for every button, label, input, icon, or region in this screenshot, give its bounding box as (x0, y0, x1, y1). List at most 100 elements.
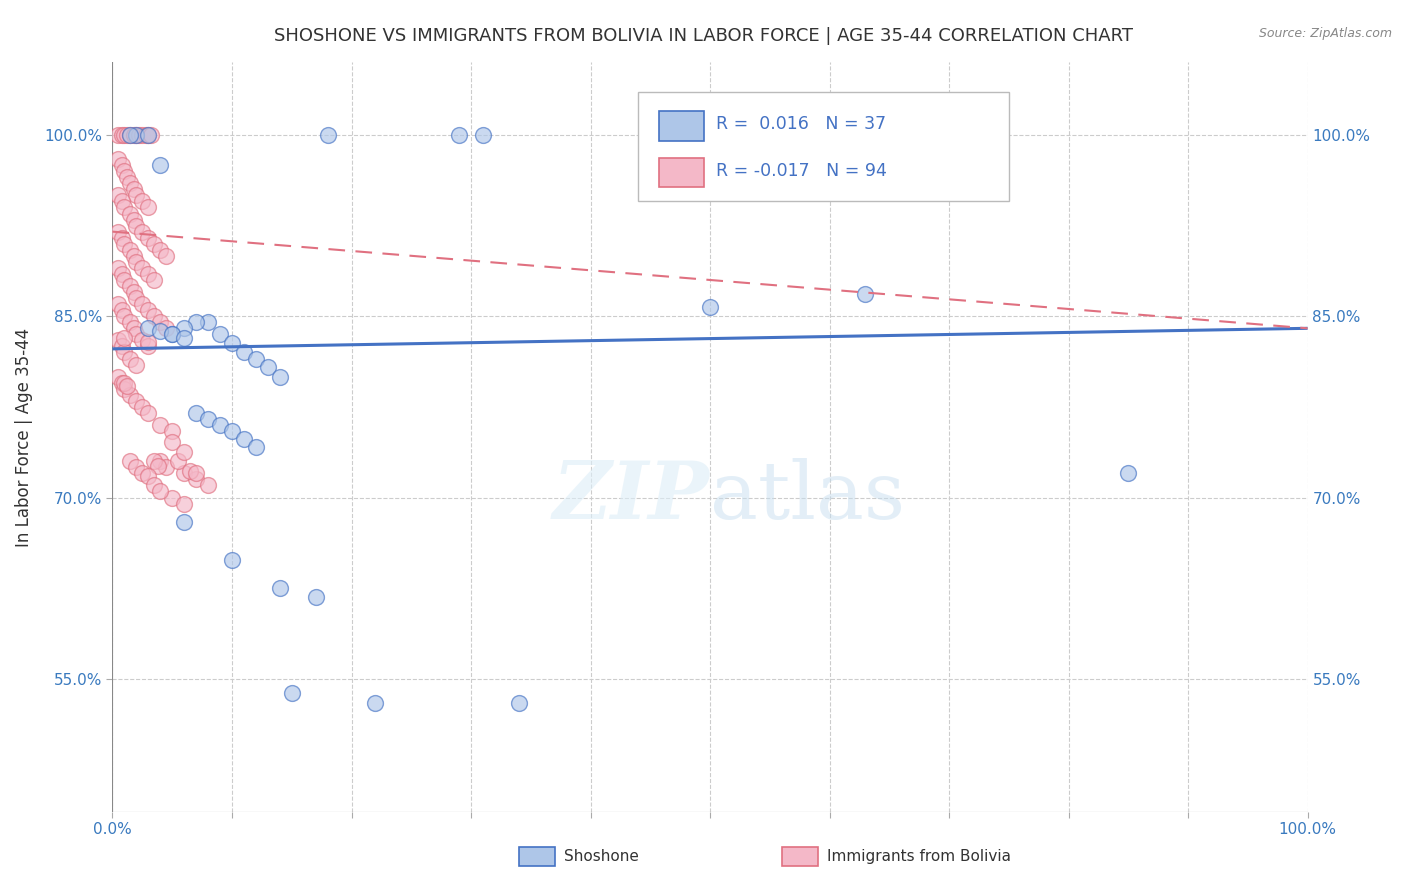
Point (173, 444, 195, 458)
Point (138, 406, 160, 420)
Point (138, 128, 160, 142)
Point (114, 382, 135, 396)
Point (131, 225, 153, 239)
Point (173, 497, 195, 511)
Point (115, 379, 138, 393)
Point (173, 515, 195, 529)
Point (197, 315, 219, 329)
Point (125, 327, 148, 342)
Point (855, 287, 877, 301)
Point (114, 201, 135, 215)
Point (699, 300, 721, 314)
Point (138, 267, 160, 281)
Point (107, 260, 129, 275)
Point (131, 400, 153, 414)
Point (233, 433, 256, 447)
Point (149, 454, 172, 468)
Point (107, 225, 129, 239)
FancyBboxPatch shape (782, 847, 818, 865)
Point (125, 393, 148, 408)
Point (107, 297, 129, 311)
Point (186, 406, 208, 420)
Point (245, 351, 267, 366)
Point (122, 182, 145, 196)
Point (122, 128, 145, 142)
Point (139, 128, 162, 142)
Point (447, 128, 470, 142)
Point (122, 249, 145, 263)
Point (316, 128, 339, 142)
Point (114, 345, 135, 359)
Point (125, 128, 148, 142)
Y-axis label: In Labor Force | Age 35-44: In Labor Force | Age 35-44 (15, 327, 32, 547)
Point (114, 376, 135, 390)
Point (221, 553, 243, 567)
Point (149, 324, 172, 338)
Point (197, 478, 219, 492)
Point (125, 255, 148, 269)
Point (122, 321, 145, 335)
Text: ZIP: ZIP (553, 458, 710, 536)
Point (143, 273, 166, 287)
Point (162, 424, 183, 438)
Point (125, 128, 148, 142)
Point (138, 230, 160, 244)
Point (135, 128, 157, 142)
Point (146, 459, 169, 474)
Point (173, 331, 195, 345)
Point (162, 491, 183, 505)
Point (143, 478, 166, 492)
Point (155, 460, 177, 475)
Point (149, 243, 172, 257)
Point (111, 376, 134, 390)
Point (131, 334, 153, 348)
Point (120, 351, 142, 366)
Point (125, 460, 148, 475)
Point (472, 128, 495, 142)
Point (155, 321, 177, 335)
Point (149, 315, 172, 329)
Point (269, 369, 291, 384)
Point (114, 128, 135, 142)
Point (107, 188, 129, 202)
Point (143, 310, 166, 324)
Point (120, 176, 142, 190)
Point (138, 321, 160, 335)
Point (114, 164, 135, 178)
Point (131, 297, 153, 311)
FancyBboxPatch shape (658, 111, 704, 141)
Point (122, 285, 145, 299)
Point (209, 417, 232, 432)
Point (149, 484, 172, 499)
Text: Shoshone: Shoshone (564, 849, 640, 864)
Point (209, 327, 232, 342)
Point (186, 472, 208, 486)
Point (138, 303, 160, 318)
Point (114, 331, 135, 345)
Point (138, 201, 160, 215)
Point (155, 249, 177, 263)
Point (107, 369, 129, 384)
Point (111, 230, 134, 244)
Point (111, 128, 134, 142)
Point (125, 219, 148, 233)
Point (149, 417, 172, 432)
FancyBboxPatch shape (638, 93, 1010, 201)
Point (179, 464, 201, 478)
Point (305, 590, 328, 604)
Point (162, 327, 183, 342)
Point (120, 279, 142, 293)
Point (120, 128, 142, 142)
Text: R =  0.016   N = 37: R = 0.016 N = 37 (716, 115, 886, 134)
Text: Source: ZipAtlas.com: Source: ZipAtlas.com (1258, 27, 1392, 40)
Point (233, 345, 256, 359)
FancyBboxPatch shape (519, 847, 554, 865)
Point (167, 454, 190, 468)
Point (115, 128, 138, 142)
Point (125, 188, 148, 202)
Point (269, 581, 291, 595)
Point (125, 291, 148, 305)
Point (114, 310, 135, 324)
Point (120, 388, 142, 402)
Point (114, 273, 135, 287)
